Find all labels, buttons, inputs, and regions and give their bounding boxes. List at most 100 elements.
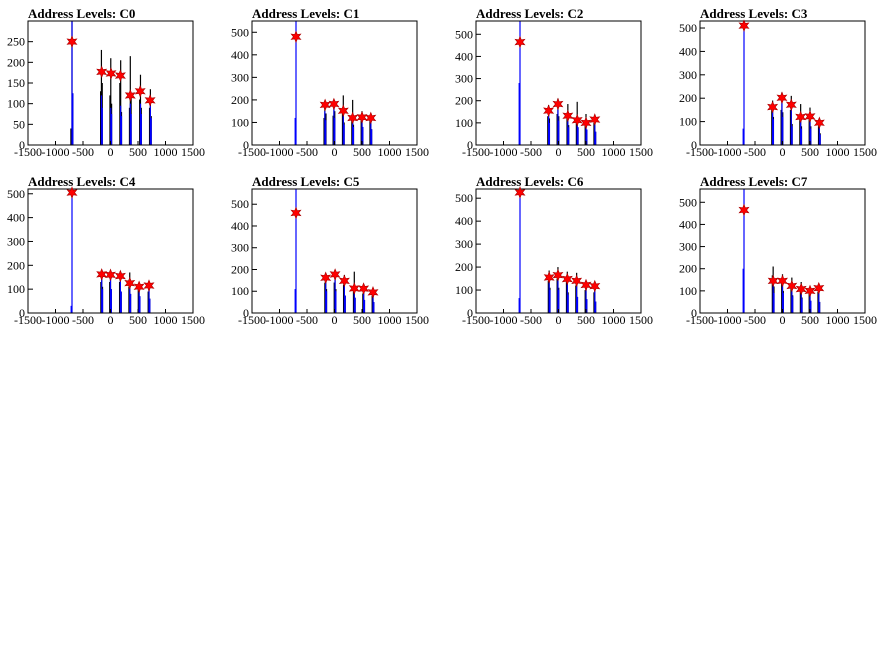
peak-marker [365, 111, 377, 125]
x-tick-label: 0 [108, 313, 114, 327]
x-tick-label: -1000 [490, 313, 518, 327]
peak-marker [144, 94, 156, 107]
y-tick-label: 300 [231, 241, 249, 255]
chart-panel-c6: Address Levels: C60100200300400500-1500-… [455, 174, 653, 327]
x-tick-label: -1500 [238, 145, 266, 159]
x-tick-label: -500 [296, 313, 318, 327]
peak-marker [580, 278, 592, 292]
x-tick-label: 500 [577, 313, 595, 327]
peak-marker [66, 186, 78, 199]
peak-marker [571, 274, 583, 288]
y-tick-label: 100 [231, 115, 249, 129]
y-tick-label: 200 [455, 94, 473, 108]
peak-marker [114, 69, 126, 82]
y-tick-label: 400 [679, 44, 697, 58]
y-tick-label: 500 [455, 27, 473, 41]
y-tick-label: 0 [467, 306, 473, 320]
x-tick-label: -1000 [42, 145, 70, 159]
x-tick-label: 0 [780, 145, 786, 159]
peak-marker [338, 274, 350, 288]
y-tick-label: 200 [231, 262, 249, 276]
x-tick-label: 0 [556, 313, 562, 327]
x-tick-label: 1000 [154, 145, 178, 159]
peak-marker [776, 91, 788, 104]
peak-marker [589, 113, 601, 126]
chart-title: Address Levels: C3 [700, 6, 808, 21]
peak-marker [319, 98, 331, 112]
peak-marker [776, 274, 789, 288]
y-tick-label: 300 [7, 234, 25, 248]
x-tick-label: 0 [108, 145, 114, 159]
peak-marker [543, 271, 555, 284]
y-tick-label: 100 [231, 284, 249, 298]
peak-marker [348, 282, 360, 295]
x-tick-label: -1000 [490, 145, 518, 159]
x-tick-label: 500 [353, 313, 371, 327]
x-tick-label: -1000 [42, 313, 70, 327]
peak-marker [356, 111, 368, 124]
y-tick-label: 500 [7, 187, 25, 201]
peak-marker [580, 116, 592, 130]
x-tick-label: 1500 [181, 313, 205, 327]
peak-marker [329, 268, 341, 281]
y-tick-label: 0 [243, 138, 249, 152]
chart-panel-c3: Address Levels: C30100200300400500-1500-… [679, 6, 877, 159]
chart-title: Address Levels: C2 [476, 6, 583, 21]
peak-marker [795, 110, 807, 124]
x-tick-label: 500 [801, 313, 819, 327]
x-tick-label: 500 [577, 145, 595, 159]
x-tick-label: -1500 [686, 313, 714, 327]
x-tick-label: -500 [744, 145, 766, 159]
chart-title: Address Levels: C6 [476, 174, 584, 189]
x-tick-label: -1000 [266, 145, 294, 159]
x-tick-label: 1500 [853, 145, 877, 159]
peak-marker [133, 280, 145, 294]
y-tick-label: 300 [455, 237, 473, 251]
x-tick-label: -500 [744, 313, 766, 327]
y-tick-label: 100 [455, 283, 473, 297]
chart-title: Address Levels: C7 [700, 174, 808, 189]
y-tick-label: 300 [231, 70, 249, 84]
y-tick-label: 300 [679, 68, 697, 82]
x-tick-label: 1000 [602, 313, 626, 327]
peak-marker [552, 268, 564, 282]
peak-marker [347, 111, 359, 125]
x-tick-label: -1500 [462, 313, 490, 327]
peak-marker [104, 268, 117, 282]
chart-panel-c1: Address Levels: C10100200300400500-1500-… [231, 6, 429, 159]
peak-marker [767, 274, 779, 288]
chart-title: Address Levels: C1 [252, 6, 359, 21]
y-tick-label: 150 [7, 76, 25, 90]
y-tick-label: 100 [679, 115, 697, 129]
y-tick-label: 400 [455, 49, 473, 63]
peak-marker [124, 276, 136, 290]
y-tick-label: 200 [679, 91, 697, 105]
peak-marker [124, 89, 136, 102]
peak-marker [552, 97, 564, 111]
x-tick-label: 1500 [853, 313, 877, 327]
y-tick-label: 0 [691, 306, 697, 320]
y-tick-label: 500 [231, 25, 249, 39]
y-tick-label: 400 [7, 211, 25, 225]
y-tick-label: 400 [679, 217, 697, 231]
x-tick-label: 1000 [154, 313, 178, 327]
y-tick-label: 100 [7, 97, 25, 111]
y-tick-label: 50 [13, 117, 25, 131]
peak-marker [738, 203, 750, 217]
y-tick-label: 100 [7, 282, 25, 296]
x-tick-label: -500 [72, 145, 94, 159]
peak-marker [66, 35, 78, 49]
peak-marker [367, 285, 379, 299]
x-tick-label: -1500 [462, 145, 490, 159]
chart-panel-c2: Address Levels: C20100200300400500-1500-… [455, 6, 653, 159]
peak-marker [589, 279, 601, 293]
x-tick-label: 1000 [826, 313, 850, 327]
x-tick-label: 1500 [405, 145, 429, 159]
x-tick-label: 1500 [405, 313, 429, 327]
y-tick-label: 500 [455, 191, 473, 205]
x-tick-label: 0 [332, 313, 338, 327]
y-tick-label: 100 [455, 116, 473, 130]
x-tick-label: 500 [129, 145, 147, 159]
y-tick-label: 200 [455, 260, 473, 274]
